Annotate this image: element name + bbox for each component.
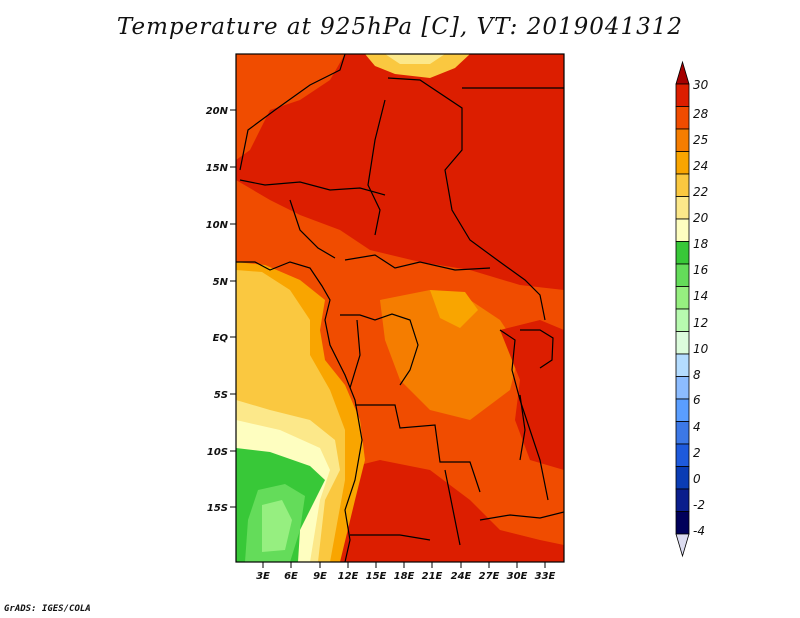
- lon-label: 24E: [451, 571, 472, 582]
- colorbar-segment: [675, 173, 690, 197]
- colorbar-label: 16: [693, 263, 709, 277]
- lat-label: 15N: [206, 163, 229, 174]
- colorbar-segment: [675, 241, 690, 265]
- lon-label: 33E: [535, 571, 556, 582]
- colorbar-label: 4: [693, 420, 701, 434]
- lon-label: 9E: [313, 571, 327, 582]
- lon-label: 3E: [256, 571, 270, 582]
- colorbar-segment: [675, 263, 690, 287]
- colorbar-label: 20: [693, 211, 709, 225]
- lat-label: 5N: [213, 277, 229, 288]
- lon-ticks: [262, 562, 546, 568]
- field-east-red: [500, 320, 564, 470]
- lat-label: EQ: [213, 333, 229, 344]
- colorbar-label: 22: [693, 185, 708, 199]
- lon-label: 30E: [507, 571, 528, 582]
- colorbar-segment: [675, 106, 690, 130]
- colorbar-segment: [675, 308, 690, 332]
- field-ocean-palegreen: [262, 500, 292, 552]
- colorbar-label: 18: [693, 237, 709, 251]
- colorbar-top-arrow: [675, 60, 690, 85]
- lat-label: 15S: [207, 503, 228, 514]
- lat-label: 20N: [206, 106, 229, 117]
- colorbar-label: 25: [693, 133, 708, 147]
- colorbar-label: 24: [693, 159, 708, 173]
- map-frame: [235, 53, 565, 563]
- lat-label: 10S: [207, 447, 228, 458]
- colorbar-segment: [675, 443, 690, 467]
- lon-label: 15E: [366, 571, 387, 582]
- borders: [236, 54, 564, 562]
- colorbar-segment: [675, 151, 690, 175]
- colorbar-bottom-arrow: [675, 533, 690, 558]
- colorbar-segment: [675, 466, 690, 490]
- colorbar-label: -2: [693, 498, 705, 512]
- colorbar-segment: [675, 196, 690, 220]
- colorbar: [675, 60, 690, 558]
- colorbar-segment: [675, 511, 690, 535]
- grads-credit: GrADS: IGES/COLA: [4, 604, 91, 614]
- lon-label: 21E: [422, 571, 443, 582]
- colorbar-segment: [675, 218, 690, 242]
- colorbar-labels: 30 28 25 24 22 20 18 16 14 12 10 8 6 4 2…: [693, 78, 709, 538]
- field-interior: [380, 290, 520, 420]
- colorbar-segment: [675, 331, 690, 355]
- colorbar-segment: [675, 353, 690, 377]
- colorbar-label: -4: [693, 524, 705, 538]
- map-title: Temperature at 925hPa [C], VT: 201904131…: [116, 14, 684, 40]
- lon-label: 27E: [479, 571, 500, 582]
- field-interior-pale: [430, 290, 478, 328]
- colorbar-label: 14: [693, 289, 708, 303]
- lat-ticks: [230, 109, 236, 508]
- colorbar-label: 8: [693, 368, 701, 382]
- colorbar-label: 0: [693, 472, 701, 486]
- colorbar-label: 12: [693, 316, 708, 330]
- temperature-field: [236, 54, 564, 562]
- colorbar-label: 30: [693, 78, 709, 92]
- lon-label: 18E: [394, 571, 415, 582]
- colorbar-label: 6: [693, 393, 701, 407]
- colorbar-segment: [675, 286, 690, 310]
- field-north-pale-core: [385, 54, 445, 64]
- map-panel: 20N 15N 10N 5N EQ 5S 10S 15S 3E 6E 9E 12…: [206, 53, 709, 582]
- colorbar-segment: [675, 488, 690, 512]
- lat-labels: 20N 15N 10N 5N EQ 5S 10S 15S: [206, 106, 229, 514]
- colorbar-segment: [675, 128, 690, 152]
- colorbar-label: 10: [693, 342, 709, 356]
- field-south-red: [330, 460, 564, 562]
- lat-label: 5S: [214, 390, 228, 401]
- colorbar-segment: [675, 83, 690, 107]
- lon-label: 12E: [338, 571, 359, 582]
- field-north-pale: [365, 54, 470, 78]
- colorbar-label: 2: [693, 446, 701, 460]
- colorbar-segment: [675, 376, 690, 400]
- lon-labels: 3E 6E 9E 12E 15E 18E 21E 24E 27E 30E 33E: [256, 571, 555, 582]
- colorbar-label: 28: [693, 107, 709, 121]
- lon-label: 6E: [284, 571, 298, 582]
- colorbar-segment: [675, 421, 690, 445]
- colorbar-segment: [675, 398, 690, 422]
- lat-label: 10N: [206, 220, 229, 231]
